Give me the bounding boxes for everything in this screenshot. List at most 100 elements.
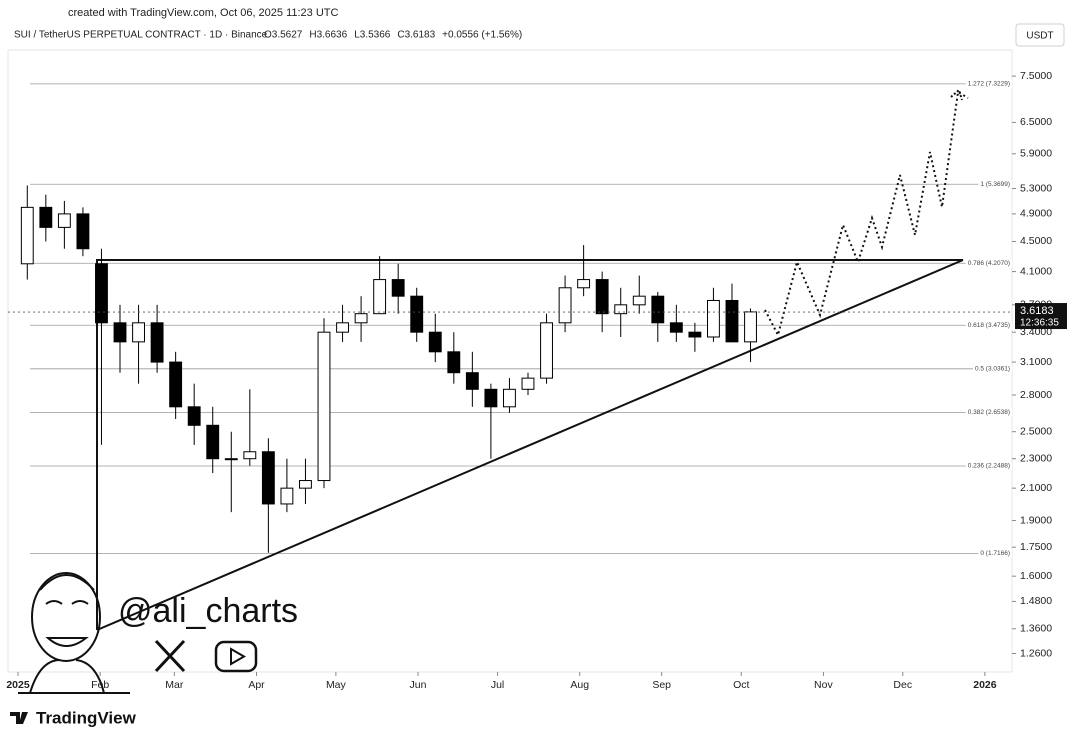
candle-body (57, 213, 71, 228)
brand-logo (10, 712, 28, 724)
candle-body (706, 299, 720, 338)
currency-box[interactable] (1015, 23, 1065, 47)
fib-label: 0 (1.7166) (980, 550, 1010, 557)
y-tick-label: 2.1000 (1020, 482, 1052, 494)
y-tick-label: 4.5000 (1020, 235, 1052, 247)
x-tick-label: 2025 (6, 679, 30, 691)
y-tick-label: 7.5000 (1020, 70, 1052, 82)
candle-body (95, 263, 108, 324)
x-tick-label: May (326, 679, 347, 691)
fib-label-bg (978, 549, 1012, 558)
candle-body (169, 361, 183, 408)
candle-body (354, 313, 368, 324)
candle-body (132, 322, 145, 343)
candle-body (224, 458, 238, 461)
fib-label: 0.618 (3.4735) (968, 322, 1010, 329)
x-tick-label: Feb (91, 679, 109, 691)
brand: TradingView (36, 708, 137, 727)
fib-label-bg (965, 321, 1012, 330)
x-icon[interactable] (154, 639, 186, 673)
ohlc-value: O3.5627 (264, 30, 303, 41)
currency-label: USDT (1026, 31, 1053, 42)
fib-label-bg (972, 364, 1012, 373)
x-tick-label: Nov (814, 679, 833, 691)
candle-body (317, 331, 331, 482)
x-tick-label: 2026 (973, 679, 997, 691)
y-tick-label: 1.2600 (1020, 647, 1052, 659)
fib-label-bg (965, 461, 1012, 470)
fib-label: 0.382 (2.6538) (968, 409, 1010, 416)
youtube-icon[interactable] (214, 640, 258, 673)
y-tick-label: 1.3600 (1020, 623, 1052, 635)
candle-body (150, 322, 164, 363)
fib-label: 0.5 (3.0361) (975, 366, 1010, 373)
watermark: @ali_charts (118, 592, 298, 630)
candle-body (187, 406, 201, 426)
candle-body (540, 322, 553, 379)
candle-body (299, 480, 312, 489)
x-tick-label: Apr (248, 679, 265, 691)
candle-body (558, 287, 572, 324)
x-tick-label: Dec (893, 679, 912, 691)
x-tick-label: Oct (733, 679, 749, 691)
y-tick-label: 3.1000 (1020, 356, 1052, 368)
last-price-label: 3.6183 (1020, 305, 1054, 317)
fib-label: 0.236 (2.2488) (968, 463, 1010, 470)
candle-body (447, 351, 461, 374)
y-tick-label: 1.4800 (1020, 595, 1052, 607)
fib-label: 1 (5.3699) (980, 181, 1010, 188)
candle-body (391, 279, 405, 297)
candle-body (113, 322, 127, 343)
candle-body (428, 331, 442, 353)
candle-body (521, 377, 535, 390)
fib-label-bg (965, 408, 1012, 417)
candle-body (76, 213, 90, 250)
y-tick-label: 6.5000 (1020, 116, 1052, 128)
y-tick-label: 4.9000 (1020, 208, 1052, 220)
candle-body (669, 322, 683, 333)
candle-body (20, 206, 34, 265)
candle-body (39, 206, 53, 228)
candle-body (243, 451, 257, 460)
candle-body (410, 295, 424, 333)
fib-label: 0.786 (4.2070) (968, 260, 1010, 267)
y-tick-label: 2.3000 (1020, 452, 1052, 464)
x-tick-label: Mar (165, 679, 184, 691)
last-price-box (1015, 303, 1067, 330)
symbol-title: SUI / TetherUS PERPETUAL CONTRACT · 1D ·… (14, 30, 268, 41)
y-tick-label: 2.8000 (1020, 389, 1052, 401)
y-tick-label: 1.7500 (1020, 541, 1052, 553)
candle-body (614, 304, 628, 315)
ohlc-value: L3.5366 (354, 30, 391, 41)
candle-body (725, 299, 739, 343)
candle-body (336, 322, 349, 333)
x-tick-label: Sep (652, 679, 671, 691)
fib-label-bg (965, 79, 1012, 88)
projection-arrow (950, 88, 963, 101)
candle-body (595, 279, 609, 315)
ohlc-value: C3.6183 (397, 30, 435, 41)
candle-body (744, 311, 757, 343)
triangle (96, 259, 964, 631)
candle-body (651, 295, 665, 324)
x-tick-label: Jun (410, 679, 427, 691)
x-tick-label: Jul (491, 679, 504, 691)
plot-frame (7, 49, 1013, 673)
candle-body (373, 279, 387, 315)
y-tick-label: 5.9000 (1020, 148, 1052, 160)
levels: 1.272 (7.3229) 1 (5.3699) 0.786 (4.2070) 0.… (30, 79, 1012, 558)
y-tick-label: 5.3000 (1020, 182, 1052, 194)
candle-body (465, 372, 479, 390)
pattern-drawing (96, 88, 969, 631)
candle-body (503, 388, 516, 408)
ohlc-value: H3.6636 (309, 30, 347, 41)
countdown: 12:36:35 (1020, 318, 1059, 329)
y-tick-label: 1.6000 (1020, 570, 1052, 582)
fib-label-bg (978, 180, 1012, 189)
y-tick-label: 1.9000 (1020, 514, 1052, 526)
fib-label: 1.272 (7.3229) (968, 81, 1010, 88)
candle-body (577, 279, 591, 289)
ohlc-value: +0.0556 (+1.56%) (442, 30, 522, 41)
